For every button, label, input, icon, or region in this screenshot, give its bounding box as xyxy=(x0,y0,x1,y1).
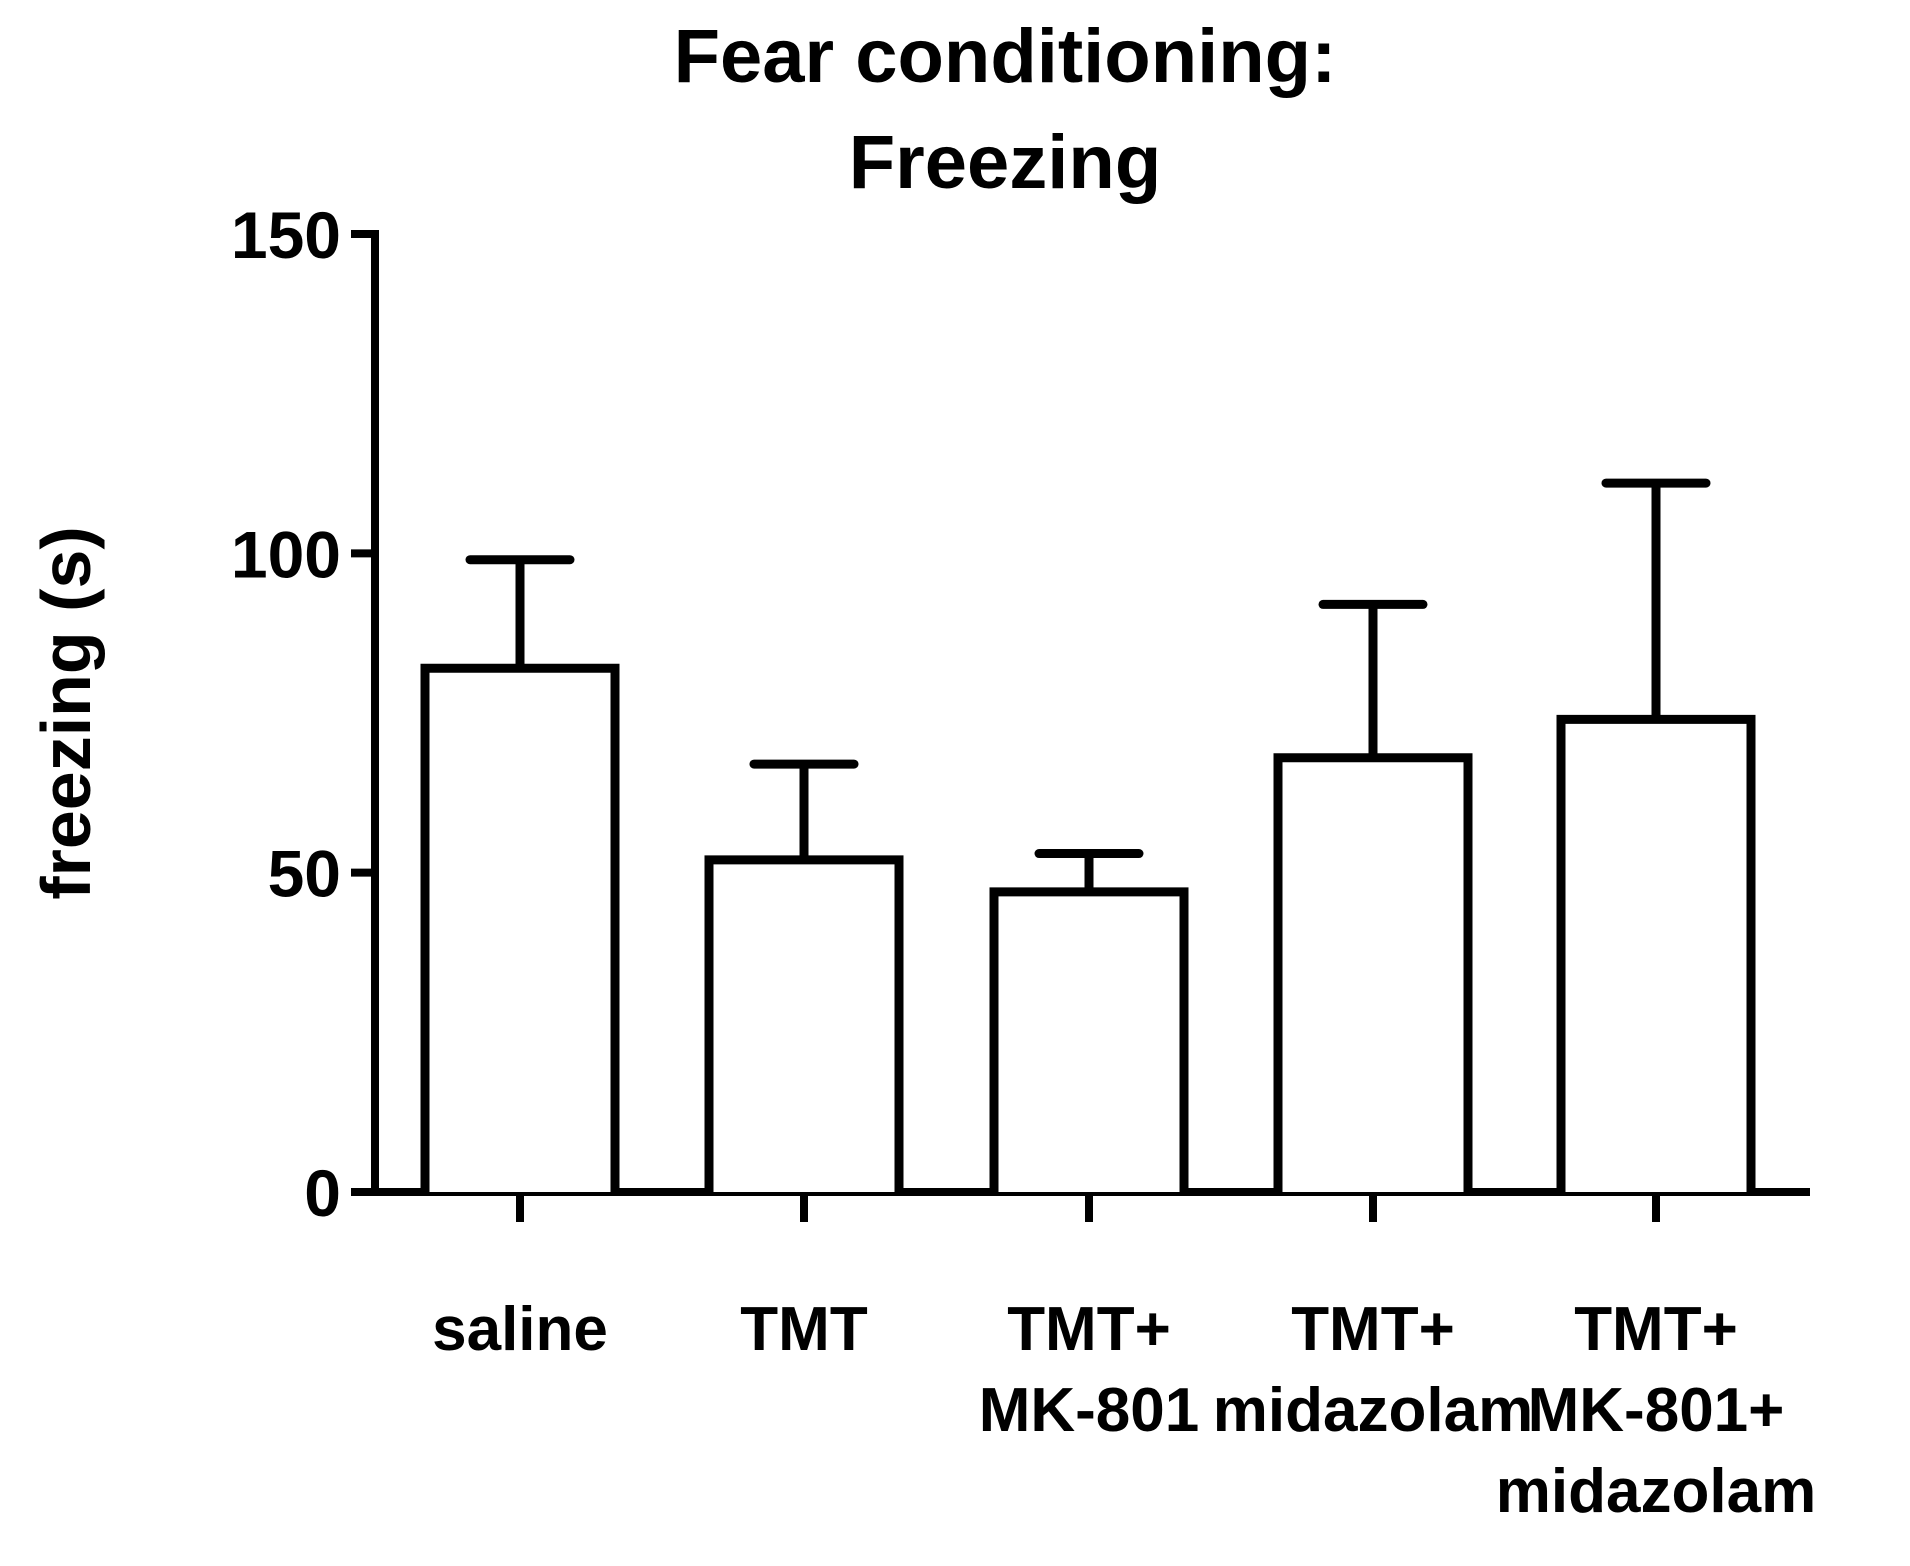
y-axis-label-group: freezing (s) xyxy=(27,526,105,899)
bars xyxy=(420,663,1756,1192)
chart-title-line: Fear conditioning: xyxy=(674,14,1337,99)
x-tick-label: TMT+ xyxy=(1291,1295,1455,1364)
bar xyxy=(420,663,620,1192)
chart-title-line: Freezing xyxy=(849,120,1162,205)
y-tick-label: 100 xyxy=(231,517,341,591)
bar xyxy=(704,855,904,1192)
y-tick-label: 50 xyxy=(268,837,341,911)
x-tick-label: midazolam xyxy=(1213,1376,1533,1445)
y-tick-label: 150 xyxy=(231,198,341,272)
x-tick-labels: saline TMT TMT+ MK-801 TMT+ midazolam TMT+ MK-8… xyxy=(432,1295,1816,1526)
error-bars xyxy=(465,478,1711,892)
x-tick-label: midazolam xyxy=(1496,1457,1816,1526)
bar xyxy=(1556,714,1756,1192)
x-tick-label: MK-801 xyxy=(979,1376,1200,1445)
x-tick-label: TMT xyxy=(740,1295,868,1364)
y-tick-label: 0 xyxy=(304,1156,341,1230)
y-axis-label: freezing (s) xyxy=(27,526,105,899)
bar xyxy=(989,887,1189,1192)
x-tick-label: saline xyxy=(432,1295,608,1364)
x-tick-label: MK-801+ xyxy=(1528,1376,1785,1445)
x-tick-label: TMT+ xyxy=(1574,1295,1738,1364)
chart-title: Fear conditioning: Freezing xyxy=(674,14,1337,205)
x-tick-label: TMT+ xyxy=(1007,1295,1171,1364)
bar xyxy=(1273,753,1473,1192)
